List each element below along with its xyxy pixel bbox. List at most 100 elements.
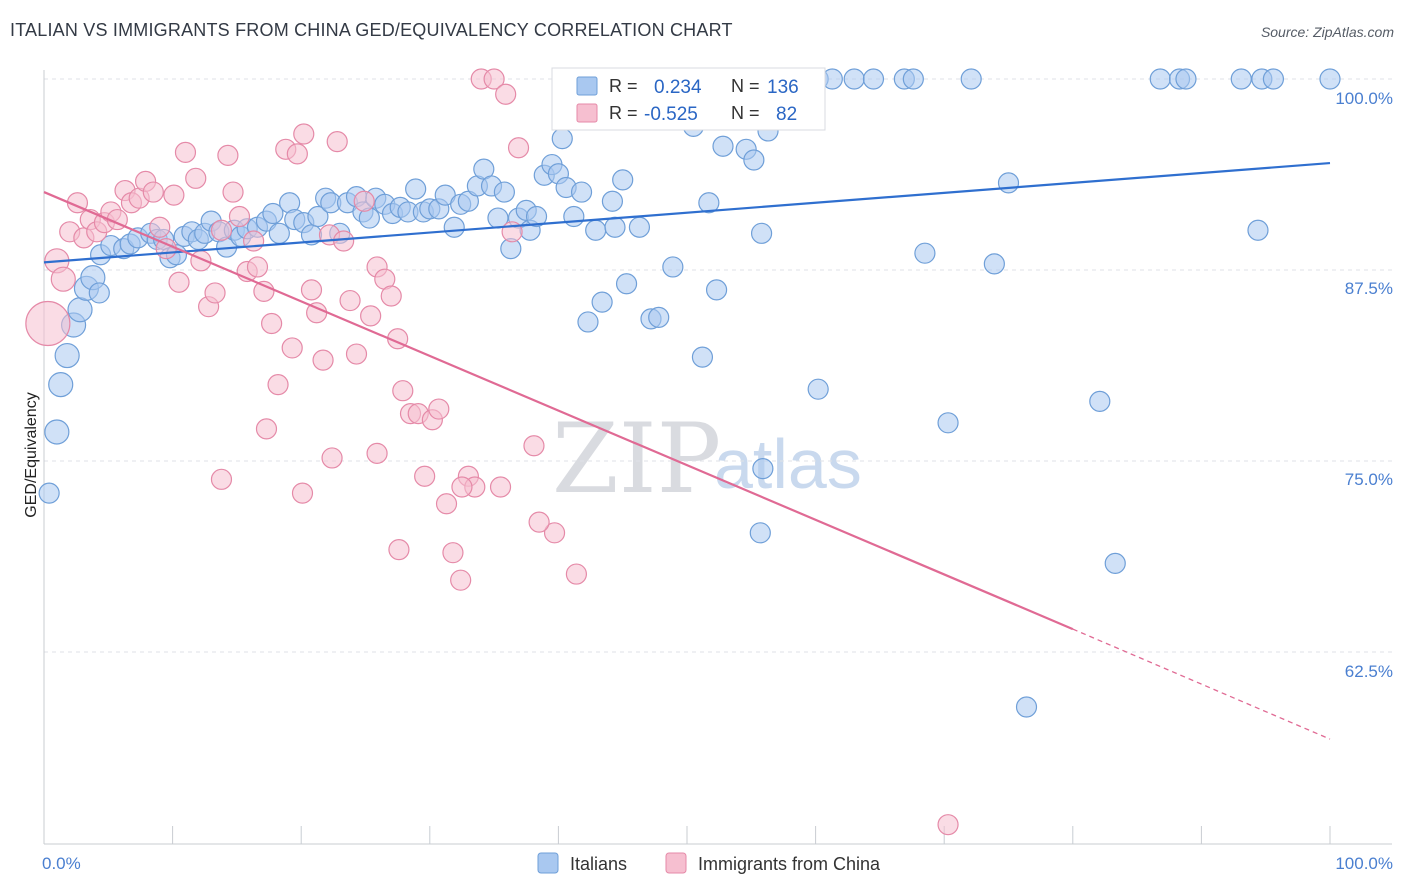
legend-swatch-blue [576, 76, 598, 96]
china-point [291, 482, 314, 504]
italians-trend-line [43, 161, 1331, 264]
italians-point [38, 482, 60, 504]
china-point [428, 398, 450, 420]
italians-point [612, 169, 634, 191]
legend-n-label: N = [731, 103, 760, 123]
china-point [495, 83, 517, 105]
italians-point [493, 181, 515, 203]
china-point [392, 380, 414, 402]
stats-legend: R = 0.234 N = 136 R = -0.525 N = 82 [551, 67, 826, 131]
china-point [217, 144, 239, 166]
china-point [204, 282, 226, 304]
china-point [293, 123, 315, 145]
legend-r-value: -0.525 [644, 104, 698, 125]
legend-n-label: N = [731, 76, 760, 96]
italians-point [752, 458, 774, 480]
y-axis-title: GED/Equivalency [23, 392, 40, 517]
china-point [353, 190, 375, 212]
legend-item-italians-swatch [537, 852, 559, 874]
china-point [523, 435, 545, 457]
italians-point [997, 172, 1020, 194]
italians-point [48, 372, 74, 398]
x-tick-label: 100.0% [1335, 854, 1393, 873]
series-immigrants-from-china [25, 68, 959, 836]
china-point [286, 143, 308, 165]
china-point [528, 511, 550, 533]
china-point [333, 230, 355, 252]
y-tick-label: 75.0% [1345, 470, 1393, 489]
italians-point [1149, 68, 1171, 90]
italians-point [88, 282, 110, 304]
china-trend-line-extension [1072, 628, 1331, 740]
italians-point [405, 178, 427, 200]
china-point [565, 563, 588, 585]
y-tick-label: 87.5% [1345, 279, 1393, 298]
italians-point [44, 419, 70, 445]
italians-point [604, 216, 626, 238]
china-point [450, 569, 472, 591]
italians-point [1262, 68, 1285, 90]
watermark-zip: ZIP [552, 403, 721, 515]
legend-n-value: 136 [767, 77, 799, 98]
italians-point [914, 242, 936, 264]
china-point [25, 300, 71, 347]
italians-point [698, 192, 720, 214]
china-point [442, 542, 464, 564]
chart-title: ITALIAN VS IMMIGRANTS FROM CHINA GED/EQU… [10, 20, 733, 40]
china-point [149, 216, 171, 238]
italians-point [268, 222, 290, 244]
china-point [185, 167, 207, 189]
china-point [360, 305, 382, 327]
china-trend-line [43, 191, 1074, 631]
italians-point [570, 181, 593, 203]
legend-r-label: R = [609, 103, 638, 123]
china-point [312, 349, 334, 371]
italians-point [585, 219, 607, 241]
italians-point [615, 273, 638, 295]
italians-point [1230, 68, 1252, 90]
china-point [483, 68, 505, 90]
italians-point [902, 68, 924, 90]
china-point [435, 493, 458, 515]
china-point [300, 279, 323, 301]
legend-item-china-swatch [665, 852, 687, 874]
china-point [267, 374, 289, 396]
legend-item-italians: Italians [570, 854, 627, 874]
italians-point [843, 68, 865, 90]
watermark-atlas: atlas [714, 425, 862, 503]
china-point [243, 230, 265, 252]
china-point [255, 418, 278, 440]
italians-point [601, 190, 624, 212]
grid-lines [44, 78, 1392, 653]
italians-point [307, 205, 329, 228]
x-tick-label: 0.0% [42, 854, 81, 873]
italians-point [434, 184, 456, 206]
italians-point [54, 342, 80, 369]
china-point [168, 271, 190, 293]
italians-point [983, 253, 1005, 275]
legend-item-immigrants-from-china: Immigrants from China [698, 854, 881, 874]
italians-point [750, 222, 773, 244]
italians-point [551, 127, 573, 150]
italians-point [648, 306, 670, 328]
watermark: ZIP atlas [552, 403, 862, 515]
legend-swatch-pink [576, 103, 598, 123]
china-point [326, 131, 348, 153]
china-point [543, 522, 566, 544]
china-point [163, 184, 185, 206]
series-legend: Italians Immigrants from China [537, 852, 881, 874]
china-point [339, 289, 361, 312]
china-point [210, 468, 233, 490]
china-point [345, 343, 368, 365]
legend-r-value: 0.234 [654, 77, 702, 98]
china-point [937, 814, 959, 836]
italians-point [1175, 68, 1197, 90]
source-label: Source: ZipAtlas.com [1260, 24, 1394, 40]
china-point [451, 476, 473, 498]
china-point [366, 442, 388, 464]
italians-point [443, 216, 465, 238]
italians-point [1015, 696, 1038, 718]
italians-point [937, 412, 959, 434]
italians-point [628, 216, 651, 238]
china-point [210, 219, 233, 241]
